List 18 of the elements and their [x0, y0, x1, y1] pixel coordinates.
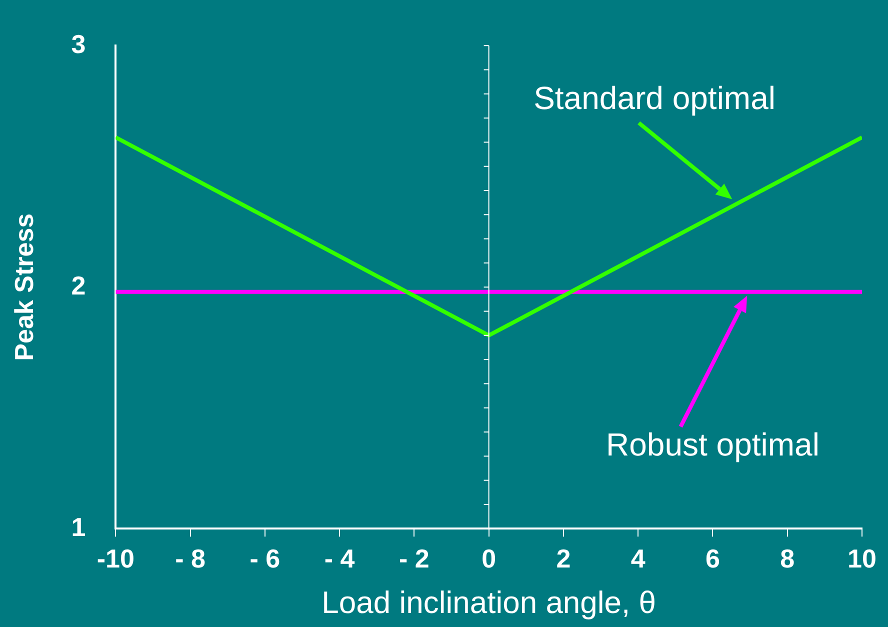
x-tick-label: - 8 [175, 543, 206, 574]
annotation: Standard optimal [534, 80, 776, 116]
y-axis-title: Peak Stress [8, 213, 39, 361]
x-tick-label: - 4 [324, 543, 356, 574]
x-tick-label: 0 [482, 543, 496, 574]
x-tick-label: - 6 [250, 543, 280, 574]
y-tick-label: 2 [71, 270, 86, 300]
x-tick-label: 4 [630, 543, 646, 574]
x-tick-label: - 2 [399, 543, 430, 574]
x-tick-label: -10 [96, 543, 134, 574]
x-axis-title: Load inclination angle, θ [322, 584, 656, 620]
x-tick-label: 8 [780, 543, 795, 574]
x-tick-label: 6 [706, 543, 720, 574]
annotation: Robust optimal [606, 426, 820, 462]
y-tick-label: 1 [71, 512, 86, 542]
y-tick-label: 3 [71, 28, 86, 59]
x-tick-label: 2 [556, 543, 571, 574]
x-tick-label: 10 [848, 543, 876, 574]
